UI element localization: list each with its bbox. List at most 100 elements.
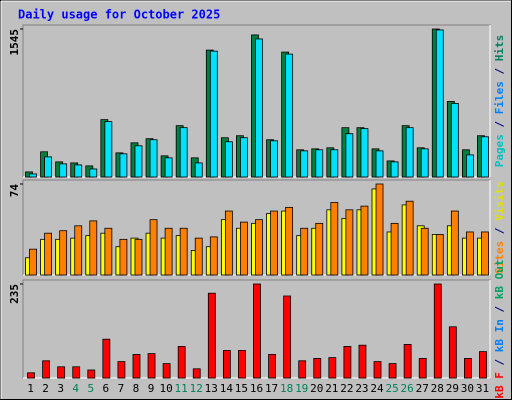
- bar: [27, 372, 35, 379]
- bar: [328, 357, 337, 379]
- bar: [300, 227, 309, 276]
- y-tick-label: 74: [8, 184, 21, 198]
- x-tick-label: 23: [355, 382, 368, 395]
- bar: [104, 121, 113, 178]
- bar: [59, 230, 68, 276]
- legend-entry: /: [493, 299, 506, 319]
- bar: [420, 148, 429, 178]
- bar: [74, 164, 83, 178]
- x-tick-label: 29: [446, 382, 459, 395]
- x-tick-label: 2: [42, 382, 49, 395]
- bar: [89, 220, 98, 276]
- legend-entry: Sites: [493, 241, 506, 274]
- bar: [119, 153, 128, 178]
- x-tick-label: 26: [401, 382, 414, 395]
- legend-entry: kB In: [493, 319, 506, 352]
- bar: [87, 369, 96, 379]
- x-tick-label: 17: [265, 382, 278, 395]
- bar: [315, 149, 324, 178]
- bar: [360, 128, 369, 178]
- x-tick-label: 10: [159, 382, 172, 395]
- bar: [209, 236, 218, 276]
- bar: [375, 183, 384, 276]
- legend-entry: /: [493, 221, 506, 241]
- bar: [313, 357, 322, 379]
- legend-entry: Visits: [493, 181, 506, 221]
- bar: [119, 238, 128, 276]
- x-tick-label: 8: [133, 382, 140, 395]
- bar: [268, 353, 276, 379]
- legend-entry: kB F: [493, 372, 506, 399]
- x-tick-label: 4: [72, 382, 79, 395]
- legend-entry: /: [493, 352, 506, 372]
- bar: [375, 150, 384, 178]
- bar: [360, 205, 369, 276]
- bar: [134, 145, 143, 178]
- bar: [373, 361, 382, 379]
- bar: [194, 237, 203, 276]
- bar: [104, 227, 113, 276]
- bar: [435, 29, 444, 178]
- y-tick-label: 1545: [8, 29, 21, 56]
- bar: [285, 206, 294, 276]
- x-tick-label: 30: [461, 382, 474, 395]
- x-tick-label: 15: [235, 382, 248, 395]
- bar: [403, 343, 412, 379]
- bar: [209, 50, 218, 178]
- bar: [283, 295, 292, 379]
- x-tick-label: 12: [190, 382, 203, 395]
- bar: [222, 349, 231, 379]
- legend-entry: /: [493, 61, 506, 81]
- bar: [253, 283, 261, 379]
- bar: [224, 141, 233, 178]
- x-tick-label: 5: [87, 382, 94, 395]
- bar: [29, 248, 37, 276]
- bar: [388, 363, 397, 379]
- x-tick-label: 18: [280, 382, 293, 395]
- bar: [450, 210, 459, 276]
- bar: [164, 227, 173, 276]
- bar: [102, 338, 111, 379]
- bar: [255, 38, 263, 178]
- legend-entry: Files: [493, 81, 506, 114]
- bar: [270, 140, 278, 178]
- bar: [57, 366, 66, 379]
- bar: [59, 163, 68, 178]
- bar: [179, 127, 188, 178]
- bar: [132, 353, 141, 379]
- bar: [418, 357, 427, 379]
- legend-entry: kB Out: [493, 259, 506, 299]
- x-tick-label: 13: [205, 382, 218, 395]
- x-tick-label: 9: [148, 382, 155, 395]
- chart-title: Daily usage for October 2025: [18, 8, 220, 22]
- bar: [466, 231, 474, 276]
- bar: [240, 221, 248, 276]
- legend: kB F / kB In / kB Out: [493, 259, 506, 398]
- x-tick-label: 27: [416, 382, 429, 395]
- y-tick-label: 235: [8, 284, 21, 304]
- bar: [433, 283, 442, 379]
- x-tick-label: 7: [118, 382, 125, 395]
- bar: [481, 231, 489, 276]
- x-tick-label: 24: [370, 382, 384, 395]
- bar: [358, 344, 367, 379]
- bar: [192, 368, 201, 379]
- x-tick-label: 14: [220, 382, 234, 395]
- bar: [149, 219, 158, 276]
- x-tick-label: 22: [340, 382, 353, 395]
- bar: [177, 345, 186, 379]
- bar: [194, 162, 203, 178]
- bar: [162, 363, 171, 379]
- bar: [345, 209, 354, 276]
- x-tick-label: 6: [103, 382, 110, 395]
- bar: [207, 292, 216, 379]
- bar: [44, 156, 52, 178]
- x-tick-label: 1: [27, 382, 34, 395]
- bar: [72, 366, 81, 379]
- bar: [448, 326, 457, 379]
- x-tick-label: 19: [295, 382, 308, 395]
- x-tick-label: 16: [250, 382, 263, 395]
- bar: [466, 154, 474, 178]
- bar: [315, 222, 324, 276]
